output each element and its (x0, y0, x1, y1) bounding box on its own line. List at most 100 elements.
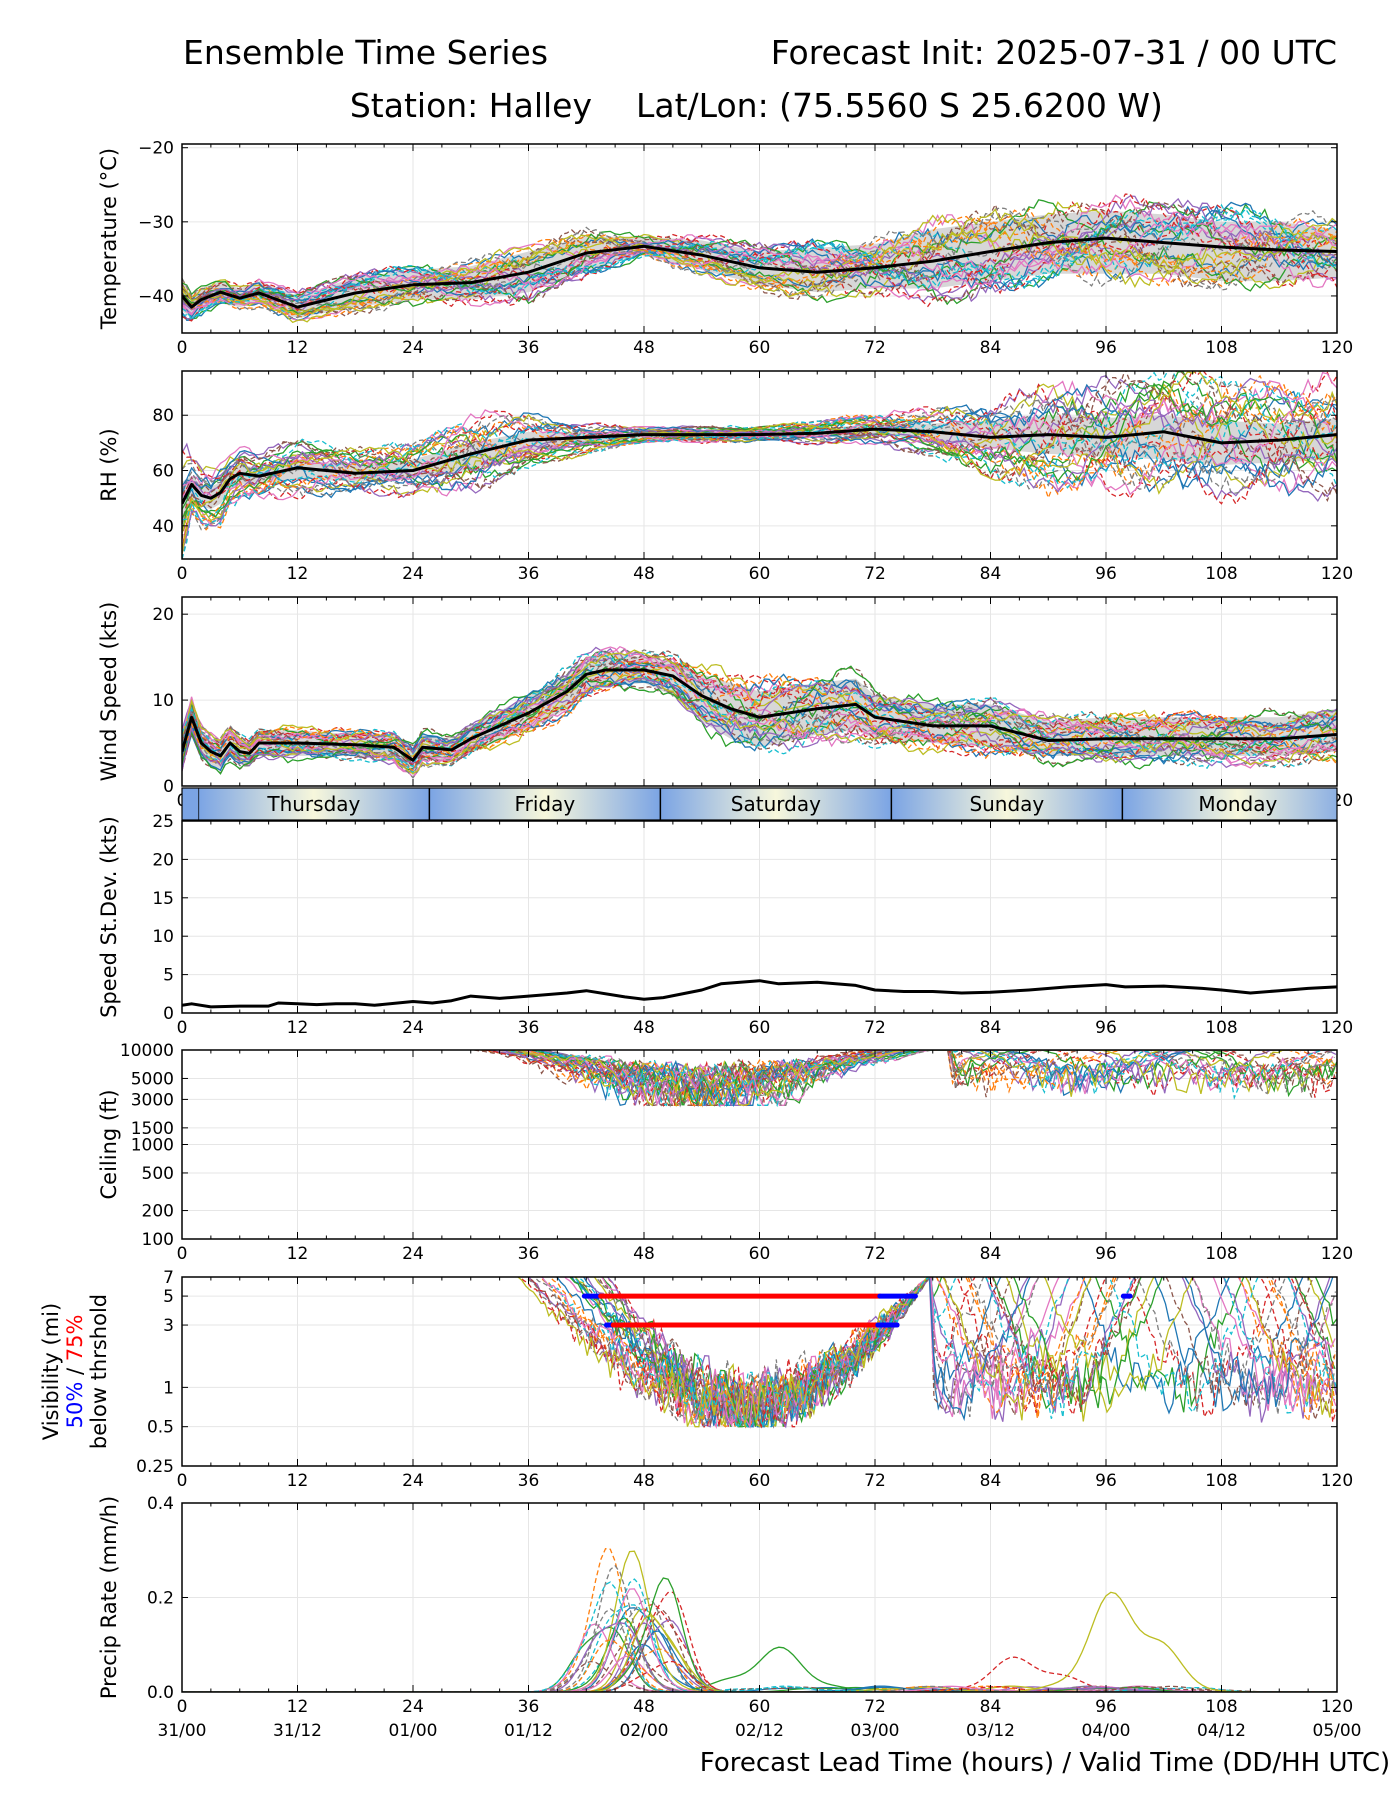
y-axis: 0 10 20 (152, 605, 1337, 797)
x-tick-label: 48 (633, 1471, 655, 1491)
member-line (182, 1622, 1337, 1692)
y-tick-label: 1 (163, 1378, 174, 1398)
x-tick-label: 96 (1095, 1697, 1117, 1717)
x-tick-label: 24 (402, 1697, 424, 1717)
member-line (182, 371, 1337, 552)
y-tick-label: 40 (152, 517, 174, 537)
x-axis: 0 12 24 36 48 60 72 84 96 108 120 (177, 1050, 1353, 1264)
member-line (485, 1050, 1333, 1108)
panel-2: 0 12 24 36 48 60 72 84 96 108 120 40 60 80 RH (%) (97, 370, 1353, 584)
panel-5: 0 12 24 36 48 60 72 84 96 108 120 100 200 500 10001500… (97, 1041, 1353, 1264)
member-line (182, 371, 1337, 554)
valid-time-label: 04/00 (1082, 1721, 1131, 1741)
member-line (182, 207, 1337, 316)
x-tick-label: 108 (1205, 1471, 1237, 1491)
member-line (182, 1577, 1337, 1692)
x-tick-label: 72 (864, 1018, 886, 1038)
day-label: Thursday (266, 792, 360, 816)
member-line (182, 210, 1337, 319)
y-axis-label: Visibility (mi) (39, 1303, 63, 1440)
x-tick-label: 84 (980, 1244, 1002, 1264)
x-tick-label: 36 (518, 1471, 540, 1491)
x-tick-label: 84 (980, 1697, 1002, 1717)
member-line (531, 1050, 1336, 1108)
x-tick-label: 12 (287, 564, 309, 584)
x-axis: 0 12 24 36 48 60 72 84 96 108 120 (177, 821, 1353, 1038)
x-tick-label: 0 (177, 1244, 188, 1264)
y-tick-label: 0.4 (147, 1494, 174, 1514)
member-line (485, 1050, 1333, 1106)
valid-time-label: 02/12 (735, 1721, 784, 1741)
y-tick-label: 5 (163, 966, 174, 986)
day-cell (198, 788, 430, 820)
y-tick-label: 1000 (131, 1136, 174, 1156)
x-tick-label: 60 (749, 1471, 771, 1491)
title: Ensemble Time Series (183, 33, 548, 72)
ensemble-mean-line (182, 668, 1337, 762)
x-tick-label: 0 (177, 1018, 188, 1038)
x-tick-label: 12 (287, 1471, 309, 1491)
y-tick-label: −20 (138, 139, 174, 159)
x-tick-label: 84 (980, 1471, 1002, 1491)
x-tick-label: 24 (402, 1471, 424, 1491)
y-tick-label: 10 (152, 927, 174, 947)
member-line (582, 1277, 1230, 1428)
member-line (530, 1050, 1335, 1108)
x-tick-label: 24 (402, 1018, 424, 1038)
x-tick-label: 0 (177, 1697, 188, 1717)
day-cell (429, 788, 661, 820)
member-line (182, 371, 1337, 540)
y-tick-label: 0 (163, 777, 174, 797)
panel-4: 0 12 24 36 48 60 72 84 96 108 120 0 5 10 15 20 25 Speed S… (97, 812, 1353, 1038)
y-axis-label: RH (%) (97, 428, 121, 501)
y-axis: 40 60 80 (152, 406, 1337, 537)
y-axis-label: Speed St.Dev. (kts) (97, 816, 121, 1018)
x-tick-label: 120 (1321, 1018, 1353, 1038)
plot-area (182, 371, 1337, 559)
valid-time-label: 05/00 (1313, 1721, 1362, 1741)
member-line (543, 1050, 1334, 1106)
x-tick-label: 48 (633, 1244, 655, 1264)
member-line (182, 193, 1337, 308)
member-line (182, 645, 1337, 779)
member-line (182, 199, 1337, 315)
x-tick-label: 36 (518, 1018, 540, 1038)
ensemble-mean-line (182, 427, 1337, 505)
x-tick-label: 48 (633, 564, 655, 584)
x-tick-label: 60 (749, 564, 771, 584)
y-tick-label: 10000 (120, 1041, 174, 1061)
x-tick-label: 84 (980, 1018, 1002, 1038)
y-tick-label: 5 (163, 1287, 174, 1307)
grid (181, 1502, 1338, 1693)
y-tick-label: 60 (152, 462, 174, 482)
y-tick-label: −30 (138, 213, 174, 233)
member-line (521, 1050, 1336, 1107)
day-cell (1122, 788, 1338, 820)
member-line (182, 646, 1337, 773)
valid-time-label: 03/12 (966, 1721, 1015, 1741)
station-name: Station: Halley (350, 86, 592, 125)
y-tick-label: 20 (152, 850, 174, 870)
plot-area (517, 1277, 1337, 1430)
x-tick-label: 48 (633, 338, 655, 358)
member-line (509, 1050, 1334, 1106)
member-line (502, 1050, 1336, 1107)
x-tick-label: 72 (864, 1244, 886, 1264)
member-line (182, 1655, 1337, 1692)
member-line (546, 1050, 1337, 1107)
x-tick-label: 60 (749, 1018, 771, 1038)
day-band-lead (182, 788, 199, 820)
x-tick-label: 96 (1095, 338, 1117, 358)
y-axis-label-threshold: below thrshold (87, 1294, 111, 1449)
x-tick-label: 72 (864, 564, 886, 584)
x-axis: 0 12 24 36 48 60 72 84 96 108 120 (177, 371, 1353, 584)
x-tick-label: 108 (1205, 1697, 1237, 1717)
member-line (182, 202, 1337, 320)
member-line (517, 1050, 1336, 1107)
y-tick-label: 0.0 (147, 1683, 174, 1703)
x-tick-label: 0 (177, 564, 188, 584)
y-axis: −40 −30 −20 (138, 139, 1337, 307)
x-tick-label: 12 (287, 1244, 309, 1264)
x-tick-label: 96 (1095, 1018, 1117, 1038)
member-line (182, 672, 1337, 771)
